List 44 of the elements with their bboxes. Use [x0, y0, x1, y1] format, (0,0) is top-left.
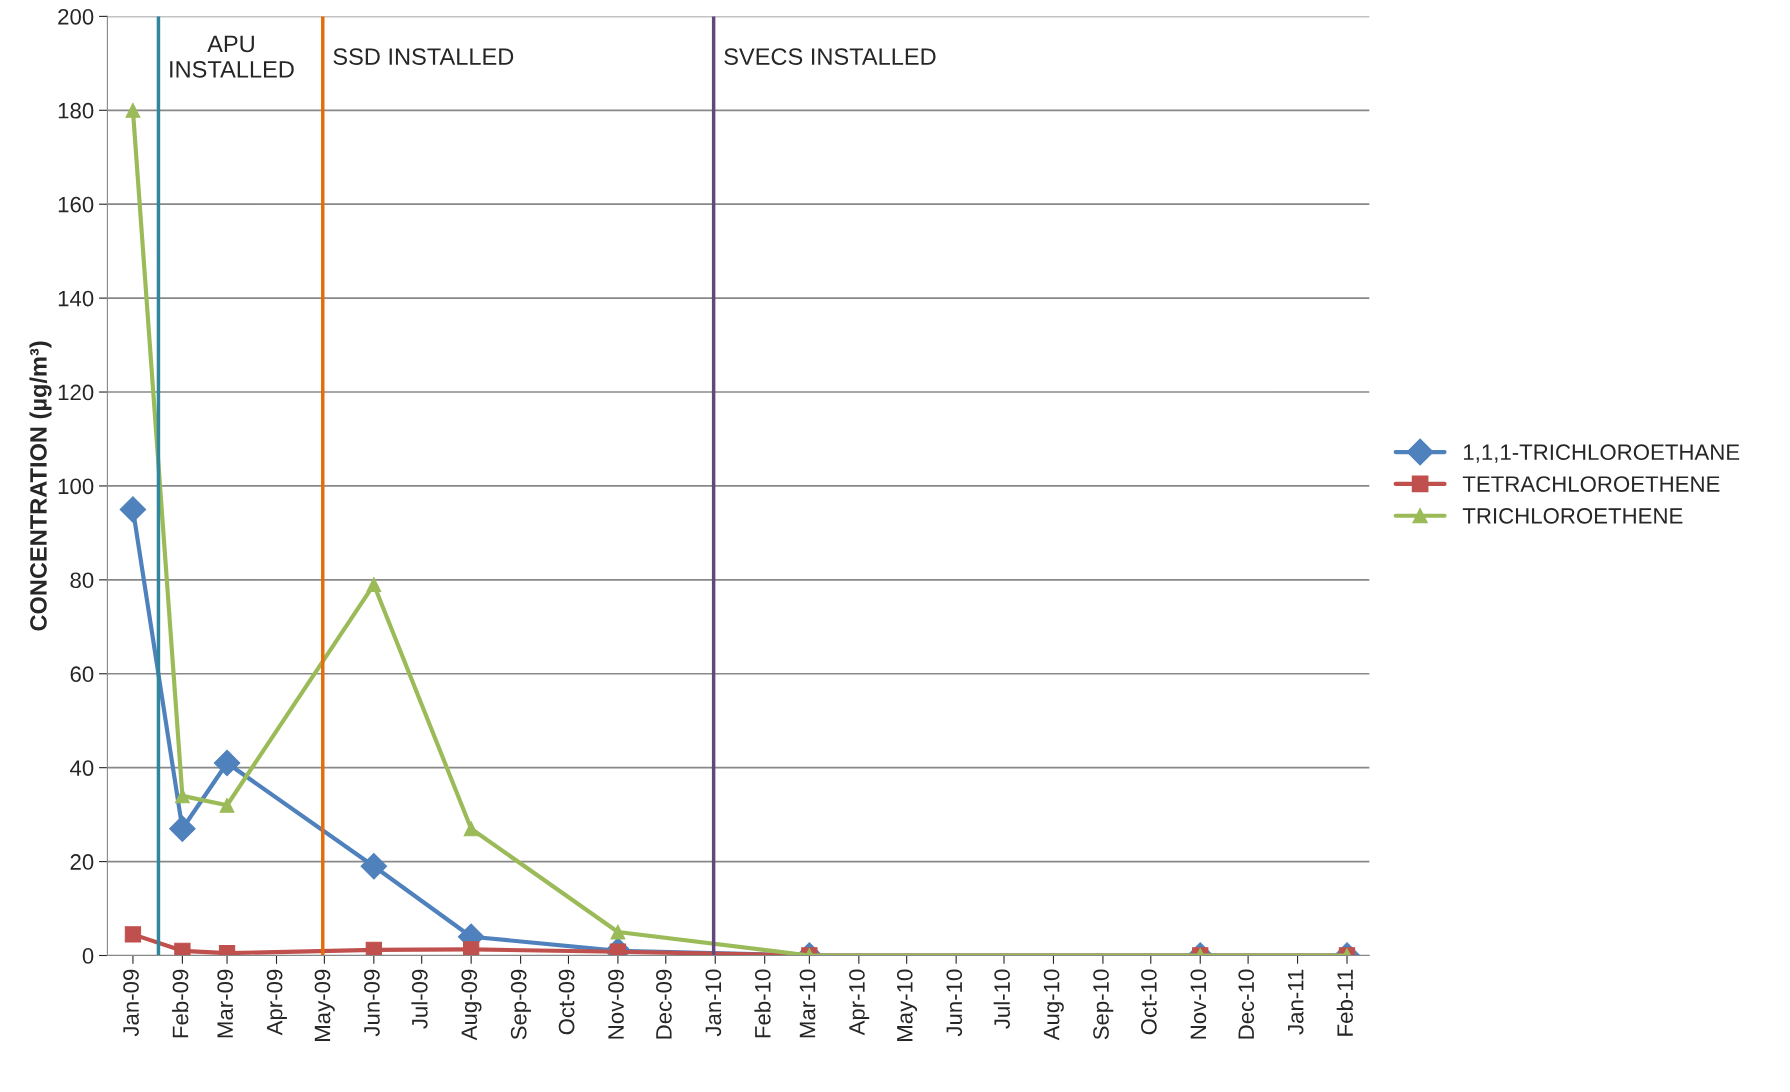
y-tick-label: 120: [58, 384, 94, 401]
y-tick-label: 100: [58, 478, 94, 495]
x-tick-label: Jan-09: [123, 969, 139, 1037]
x-tick-label: Mar-10: [799, 969, 816, 1038]
x-tick-label: Apr-09: [266, 969, 287, 1036]
x-tick-label: Mar-09: [217, 969, 234, 1038]
x-tick-label: Jan-11: [1288, 969, 1304, 1035]
x-tick-label: Jun-09: [364, 969, 380, 1037]
x-tick-label: Jun-10: [946, 969, 963, 1037]
ref-line-label: SSD INSTALLED: [333, 48, 514, 65]
y-tick-label: 40: [70, 760, 94, 776]
x-tick-label: Dec-10: [1238, 969, 1255, 1039]
y-tick-label: 80: [70, 572, 94, 589]
y-tick-label: 20: [70, 854, 94, 870]
y-tick-label: 60: [70, 666, 94, 683]
x-tick-label: Dec-09: [656, 969, 672, 1039]
y-tick-label: 160: [58, 196, 94, 213]
x-tick-label: Oct-10: [1141, 969, 1157, 1035]
x-tick-label: Nov-09: [608, 969, 624, 1039]
y-axis-title: CONCENTRATION (µg/m³): [29, 341, 52, 631]
legend-label: 1,1,1-TRICHLOROETHANE: [1464, 444, 1740, 463]
y-tick-label: 200: [58, 8, 94, 25]
legend-label: TETRACHLOROETHENE: [1462, 476, 1720, 492]
y-tick-label: 0: [82, 948, 94, 964]
x-tick-label: Jul-10: [993, 969, 1010, 1029]
x-tick-label: May-10: [896, 969, 918, 1041]
x-tick-label: Sep-09: [510, 969, 531, 1040]
x-tick-label: May-09: [314, 969, 335, 1041]
ref-line-label: APU INSTALLED: [170, 35, 294, 78]
x-tick-label: Feb-09: [172, 969, 189, 1038]
x-tick-label: Feb-11: [1336, 969, 1353, 1036]
y-tick-label: 180: [58, 102, 94, 119]
y-tick-label: 140: [58, 290, 94, 307]
x-tick-label: Oct-09: [558, 969, 575, 1035]
x-tick-label: Feb-10: [754, 969, 771, 1038]
x-tick-label: Aug-09: [461, 969, 482, 1041]
ref-line-label: SVECS INSTALLED: [724, 48, 936, 65]
x-tick-label: Sep-10: [1093, 969, 1114, 1040]
x-tick-label: Aug-10: [1043, 969, 1064, 1041]
x-tick-label: Jan-10: [705, 969, 722, 1037]
legend-label: TRICHLOROETHENE: [1462, 508, 1683, 524]
x-tick-label: Jul-09: [411, 969, 428, 1029]
x-tick-label: Apr-10: [849, 969, 870, 1036]
x-tick-label: Nov-10: [1190, 969, 1207, 1039]
